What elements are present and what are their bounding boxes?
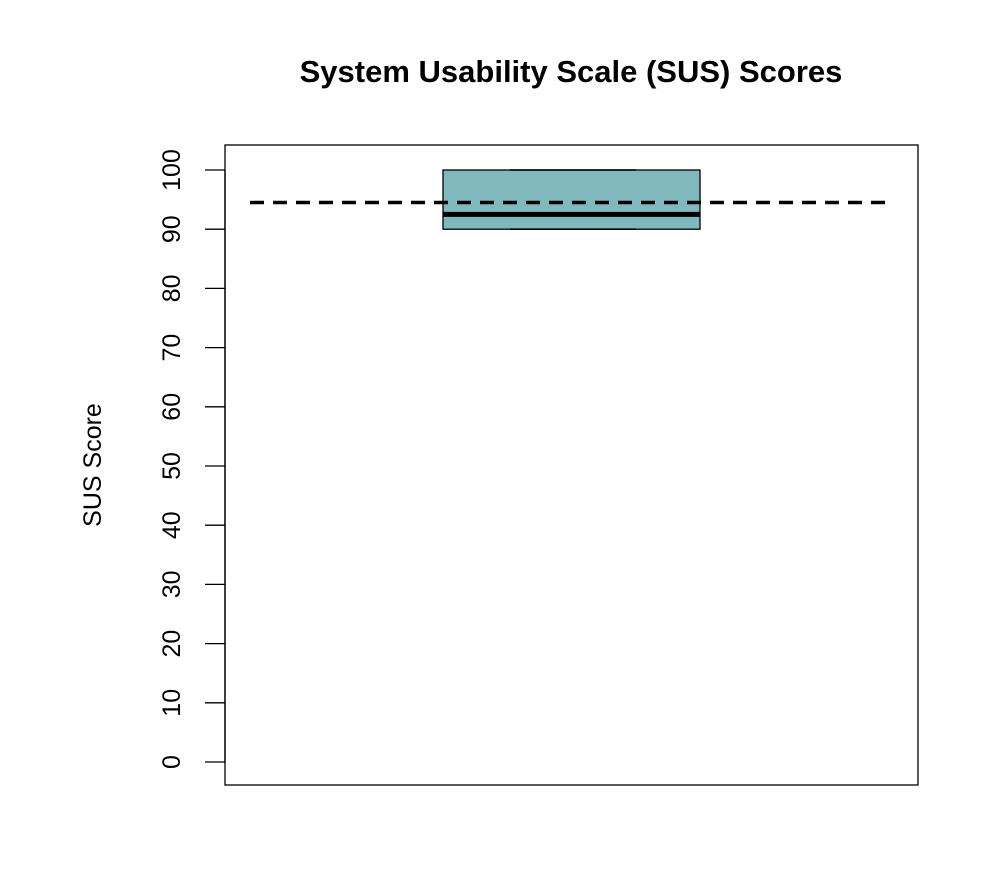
y-axis-label: SUS Score	[79, 403, 107, 527]
y-tick-label: 100	[158, 149, 186, 191]
y-axis: 0 10 20 30 40 50 60 70 80 90 100	[158, 149, 226, 769]
y-tick-label: 70	[158, 334, 186, 362]
y-tick-label: 0	[158, 755, 186, 769]
y-tick-label: 10	[158, 689, 186, 717]
y-tick-label: 40	[158, 511, 186, 539]
y-tick-label: 90	[158, 215, 186, 243]
box-iqr	[442, 169, 701, 230]
chart-title: System Usability Scale (SUS) Scores	[300, 54, 843, 89]
y-tick-label: 20	[158, 630, 186, 658]
y-tick-label: 80	[158, 274, 186, 302]
plot-frame	[224, 144, 919, 786]
y-tick-label: 50	[158, 452, 186, 480]
y-tick-label: 60	[158, 393, 186, 421]
y-tick-label: 30	[158, 570, 186, 598]
plot-marks	[250, 169, 893, 230]
